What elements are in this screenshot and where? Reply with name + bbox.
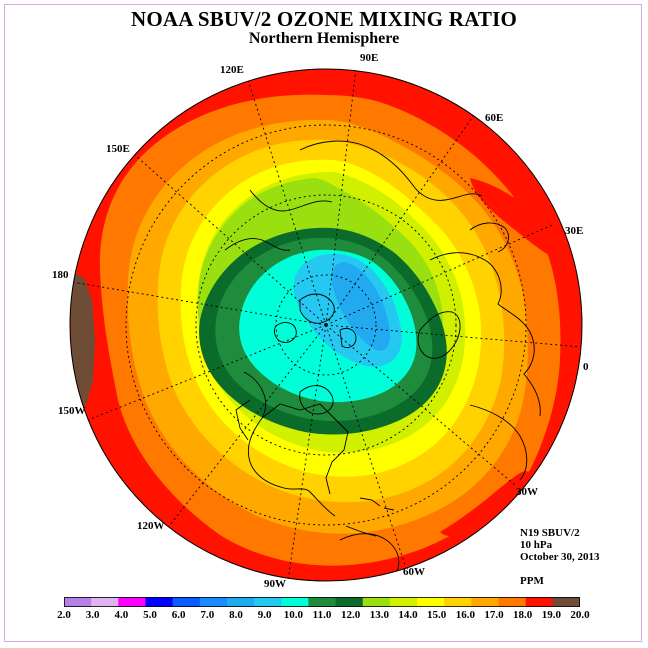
graticule <box>71 69 582 581</box>
colorbar-tick-label: 9.0 <box>257 609 272 621</box>
colorbar-tick-label: 5.0 <box>143 609 157 621</box>
colorbar-segment <box>362 597 391 607</box>
colorbar-segment <box>552 597 580 607</box>
meridian-120w <box>169 324 327 526</box>
figure-subtitle: Northern Hemisphere <box>248 30 400 47</box>
meridian-30w <box>325 324 516 486</box>
colorbar-segment <box>281 597 309 607</box>
colorbar-segment <box>64 597 92 607</box>
meridian-60w <box>325 324 406 566</box>
colorbar-segment <box>172 597 201 607</box>
colorbar-border <box>64 597 580 607</box>
latitude-circle-60 <box>195 194 457 456</box>
colorbar-segment <box>335 597 364 607</box>
colorbar-segment <box>254 597 282 607</box>
meridian-90e <box>325 69 357 326</box>
lon-label-30e: 30E <box>565 225 583 237</box>
ozone-band-18-19-south <box>440 470 528 536</box>
colorbar-tick-label: 20.0 <box>570 609 590 621</box>
south-america-outline <box>339 533 400 581</box>
lon-label-150w: 150W <box>58 405 86 417</box>
lon-label-60e: 60E <box>485 112 503 124</box>
colorbar-tick-label: 14.0 <box>398 609 418 621</box>
colorbar-tick-label: 18.0 <box>513 609 533 621</box>
units-label: PPM <box>520 575 544 587</box>
date-label: October 30, 2013 <box>520 551 600 563</box>
colorbar-tick-label: 16.0 <box>455 609 475 621</box>
land-outlines <box>224 140 541 581</box>
colorbar-tick-label: 7.0 <box>200 609 215 621</box>
ozone-band-18-19-east <box>470 178 563 262</box>
map-boundary <box>69 68 583 582</box>
colorbar-segment <box>145 597 174 607</box>
arctic-islands-outline <box>273 293 357 349</box>
ozone-field <box>70 69 582 581</box>
colorbar-segment <box>471 597 500 607</box>
colorbar-segment <box>417 597 445 607</box>
caribbean-outline <box>345 497 395 537</box>
lon-label-30w: 30W <box>516 486 538 498</box>
pressure-label: 10 hPa <box>520 539 553 551</box>
greenland-outline <box>417 311 461 359</box>
colorbar-tick-label: 17.0 <box>484 609 504 621</box>
colorbar-tick-label: 3.0 <box>85 609 100 621</box>
meridian-30e <box>325 224 553 326</box>
colorbar-tick-label: 19.0 <box>541 609 561 621</box>
colorbar-tick-label: 4.0 <box>114 609 129 621</box>
lon-label-120e: 120E <box>220 64 244 76</box>
colorbar-segment <box>91 597 119 607</box>
colorbar-segment <box>308 597 337 607</box>
colorbar-tick-label: 6.0 <box>171 609 186 621</box>
lon-label-90w: 90W <box>264 578 286 590</box>
lon-label-180: 180 <box>52 269 69 281</box>
colorbar-tick-label: 13.0 <box>369 609 389 621</box>
colorbar-tick-label: 11.0 <box>312 609 332 621</box>
figure-title: NOAA SBUV/2 OZONE MIXING RATIO <box>131 7 517 31</box>
colorbar-tick-label: 12.0 <box>341 609 361 621</box>
colorbar-tick-label: 8.0 <box>229 609 243 621</box>
colorbar-segment <box>118 597 146 607</box>
colorbar-segment <box>498 597 527 607</box>
lon-label-150e: 150E <box>106 143 130 155</box>
europe-outline <box>429 222 541 417</box>
colorbar-segment <box>226 597 255 607</box>
ozone-band-19-20 <box>70 270 95 415</box>
colorbar-tick-label: 2.0 <box>57 609 71 621</box>
colorbar-tick-label: 10.0 <box>283 609 303 621</box>
lon-label-120w: 120W <box>137 520 165 532</box>
colorbar-segment <box>389 597 418 607</box>
colorbar-tick-label: 15.0 <box>427 609 447 621</box>
colorbar <box>64 597 580 607</box>
north-america-outline <box>235 371 349 517</box>
colorbar-ticks: 2.0 3.0 4.0 5.0 6.0 7.0 8.0 9.0 10.0 11.0 12.0 13.0… <box>0 609 648 623</box>
ozone-band-7-8 <box>331 262 390 351</box>
lon-label-0: 0 <box>583 361 589 373</box>
colorbar-segment <box>444 597 472 607</box>
lon-label-60w: 60W <box>403 566 425 578</box>
asia-outline <box>224 140 483 251</box>
colorbar-segment <box>199 597 228 607</box>
hudson-bay-outline <box>299 385 334 415</box>
latitude-circle-80 <box>275 274 377 376</box>
lon-label-90e: 90E <box>360 52 378 64</box>
africa-outline <box>469 404 528 481</box>
instrument-label: N19 SBUV/2 <box>520 527 580 539</box>
figure-frame <box>4 4 642 642</box>
latitude-circle-30 <box>125 124 527 526</box>
colorbar-segment <box>525 597 554 607</box>
